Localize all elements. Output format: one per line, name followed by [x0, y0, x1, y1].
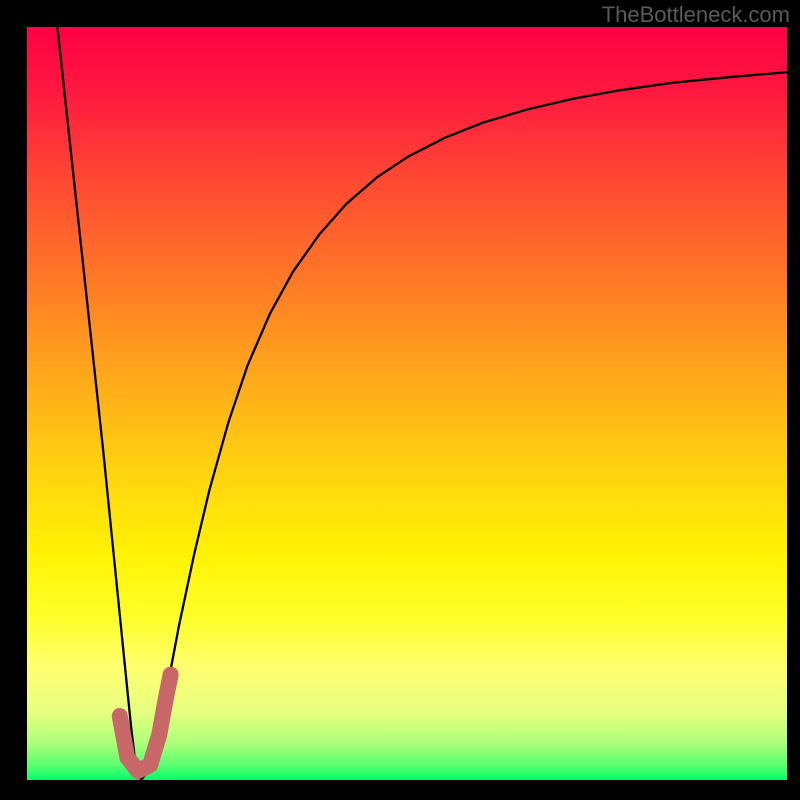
plot-background: [27, 27, 787, 780]
brand-watermark: TheBottleneck.com: [602, 2, 790, 28]
chart-plot: [0, 0, 800, 800]
chart-svg: [0, 0, 800, 800]
chart-container: TheBottleneck.com: [0, 0, 800, 800]
